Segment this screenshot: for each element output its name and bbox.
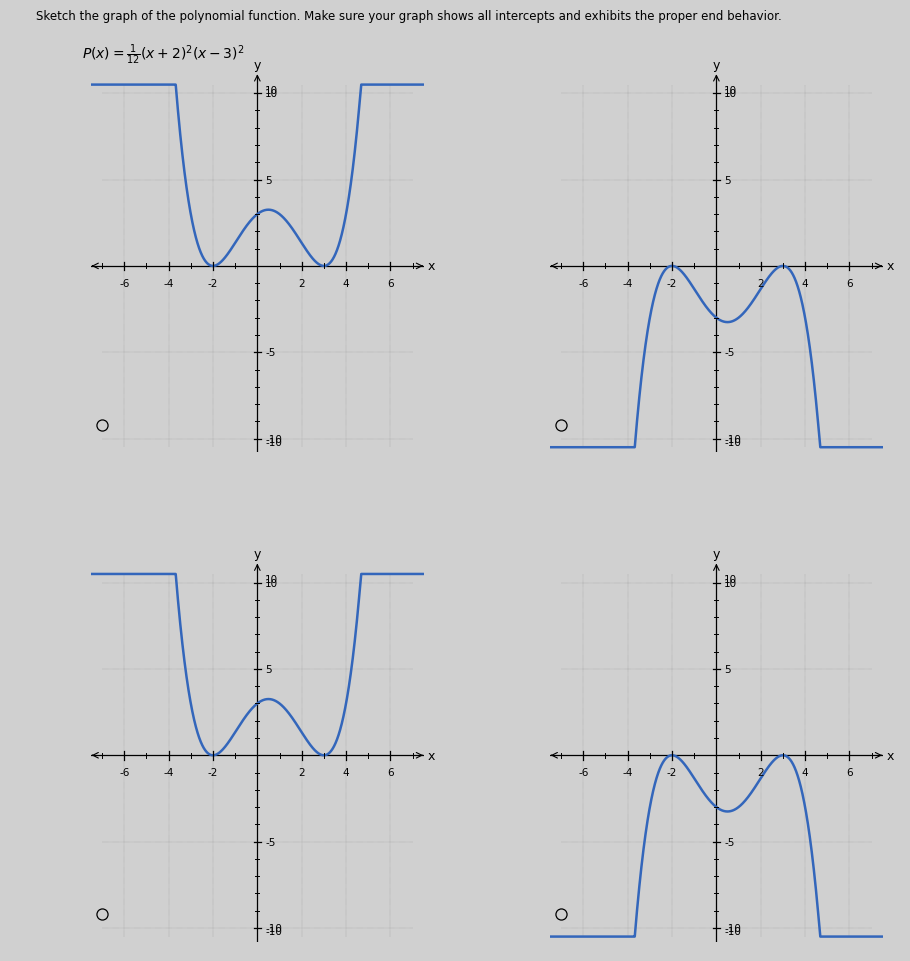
Text: -10: -10 <box>724 923 741 933</box>
Text: 10: 10 <box>265 578 278 588</box>
Text: -4: -4 <box>622 768 632 777</box>
Text: y: y <box>713 548 720 560</box>
Text: -4: -4 <box>622 279 632 288</box>
Text: 10: 10 <box>724 575 737 584</box>
Text: -4: -4 <box>164 768 174 777</box>
Text: 10: 10 <box>724 578 737 588</box>
Text: -5: -5 <box>724 837 734 847</box>
Text: 10: 10 <box>724 86 737 96</box>
Text: -6: -6 <box>119 768 129 777</box>
Text: 6: 6 <box>387 279 394 288</box>
Text: 2: 2 <box>757 768 764 777</box>
Text: 6: 6 <box>387 768 394 777</box>
Text: 10: 10 <box>265 575 278 584</box>
Text: 5: 5 <box>265 664 272 675</box>
Text: 4: 4 <box>802 279 808 288</box>
Text: 4: 4 <box>343 768 349 777</box>
Text: -5: -5 <box>265 837 276 847</box>
Text: -6: -6 <box>578 279 589 288</box>
Text: -10: -10 <box>724 434 741 444</box>
Text: 5: 5 <box>265 176 272 185</box>
Text: 2: 2 <box>757 279 764 288</box>
Text: -10: -10 <box>265 437 282 448</box>
Text: 6: 6 <box>846 279 853 288</box>
Text: y: y <box>254 59 261 72</box>
Text: -10: -10 <box>265 923 282 933</box>
Text: 6: 6 <box>846 768 853 777</box>
Text: 5: 5 <box>724 176 731 185</box>
Text: -2: -2 <box>207 279 218 288</box>
Text: y: y <box>254 548 261 560</box>
Text: $P(x) = \frac{1}{12}(x + 2)^2(x - 3)^2$: $P(x) = \frac{1}{12}(x + 2)^2(x - 3)^2$ <box>82 42 244 66</box>
Text: 2: 2 <box>298 279 305 288</box>
Text: -10: -10 <box>265 926 282 936</box>
Text: x: x <box>887 749 895 762</box>
Text: -2: -2 <box>207 768 218 777</box>
Text: -10: -10 <box>724 437 741 448</box>
Text: 10: 10 <box>265 89 278 99</box>
Text: -10: -10 <box>265 434 282 444</box>
Text: -4: -4 <box>164 279 174 288</box>
Text: y: y <box>713 59 720 72</box>
Text: 2: 2 <box>298 768 305 777</box>
Text: x: x <box>887 260 895 273</box>
Text: -2: -2 <box>667 768 677 777</box>
Text: -6: -6 <box>578 768 589 777</box>
Text: 10: 10 <box>724 89 737 99</box>
Text: -2: -2 <box>667 279 677 288</box>
Text: Sketch the graph of the polynomial function. Make sure your graph shows all inte: Sketch the graph of the polynomial funct… <box>36 10 783 23</box>
Text: 4: 4 <box>802 768 808 777</box>
Text: x: x <box>428 260 436 273</box>
Text: -10: -10 <box>724 926 741 936</box>
Text: -5: -5 <box>724 348 734 357</box>
Text: -5: -5 <box>265 348 276 357</box>
Text: 10: 10 <box>265 86 278 96</box>
Text: x: x <box>428 749 436 762</box>
Text: 4: 4 <box>343 279 349 288</box>
Text: -6: -6 <box>119 279 129 288</box>
Text: 5: 5 <box>724 664 731 675</box>
